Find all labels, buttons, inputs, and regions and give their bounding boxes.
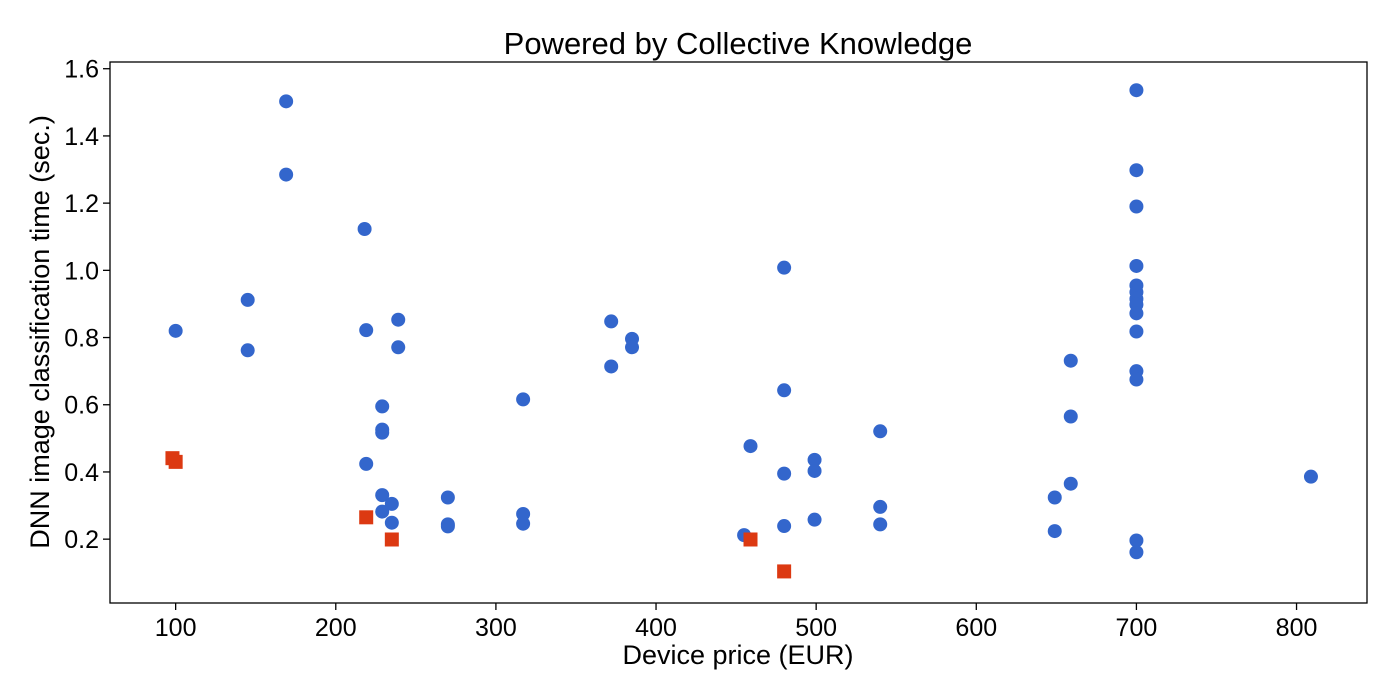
y-axis-ticks: 0.2 0.4 0.6 0.8 1.0 1.2 1.4 1.6 [64,56,110,554]
data-point-circle [1063,409,1078,424]
data-point-circle [743,439,758,454]
data-point-circle [357,222,372,237]
data-point-circle [1047,490,1062,505]
data-point-circle [375,399,390,414]
y-tick-label: 1.6 [64,56,99,84]
x-tick-label: 600 [955,614,997,642]
data-point-square [384,532,399,547]
x-tick-label: 400 [635,614,677,642]
data-point-circle [516,516,531,531]
data-point-circle [1063,353,1078,368]
x-tick-label: 500 [795,614,837,642]
data-points [165,83,1318,579]
y-tick-label: 1.0 [64,257,99,285]
data-point-circle [1129,306,1144,321]
data-point-circle [604,314,619,329]
data-point-circle [1129,163,1144,178]
data-point-square [359,510,374,525]
data-point-circle [1129,324,1144,339]
data-point-circle [391,340,406,355]
data-point-circle [1047,524,1062,539]
data-point-circle [440,490,455,505]
data-point-circle [777,260,792,275]
data-point-circle [807,452,822,467]
data-point-circle [1063,476,1078,491]
data-point-square [777,564,792,579]
data-point-circle [384,515,399,530]
y-tick-label: 1.4 [64,123,99,151]
data-point-circle [240,292,255,307]
data-point-circle [807,512,822,527]
x-axis-ticks: 100 200 300 400 500 600 700 800 [155,603,1318,642]
y-tick-label: 0.6 [64,392,99,420]
data-point-circle [777,519,792,534]
data-point-circle [240,343,255,358]
data-point-circle [1129,199,1144,214]
data-point-circle [873,424,888,439]
data-point-circle [440,519,455,534]
x-tick-label: 700 [1116,614,1158,642]
data-point-circle [1303,469,1318,484]
data-point-square [743,532,758,547]
data-point-circle [625,340,640,355]
data-point-circle [516,506,531,521]
y-axis-label: DNN image classification time (sec.) [25,115,55,549]
y-tick-label: 0.8 [64,325,99,353]
data-point-circle [1129,545,1144,560]
data-point-circle [359,456,374,471]
y-tick-label: 0.2 [64,526,99,554]
x-tick-label: 100 [155,614,197,642]
data-point-circle [873,499,888,514]
chart-title: Powered by Collective Knowledge [504,26,973,61]
data-point-circle [604,359,619,374]
x-tick-label: 200 [315,614,357,642]
data-point-circle [375,488,390,503]
data-point-circle [777,466,792,481]
data-point-circle [279,167,294,182]
data-point-circle [873,517,888,532]
data-point-circle [1129,258,1144,273]
data-point-circle [516,392,531,407]
y-tick-label: 1.2 [64,190,99,218]
data-point-circle [279,94,294,109]
data-point-circle [777,383,792,398]
data-point-circle [1129,83,1144,98]
data-point-circle [807,463,822,478]
data-point-circle [391,312,406,327]
data-point-circle [168,323,183,338]
plot-area-frame [109,61,1368,604]
data-point-circle [1129,372,1144,387]
x-axis-label: Device price (EUR) [622,640,853,670]
x-tick-label: 300 [475,614,517,642]
data-point-circle [375,425,390,440]
data-point-square [168,454,183,469]
y-tick-label: 0.4 [64,459,99,487]
data-point-circle [1129,533,1144,548]
x-tick-label: 800 [1276,614,1318,642]
data-point-circle [359,323,374,338]
data-point-circle [384,496,399,511]
data-point-circle [375,504,390,519]
